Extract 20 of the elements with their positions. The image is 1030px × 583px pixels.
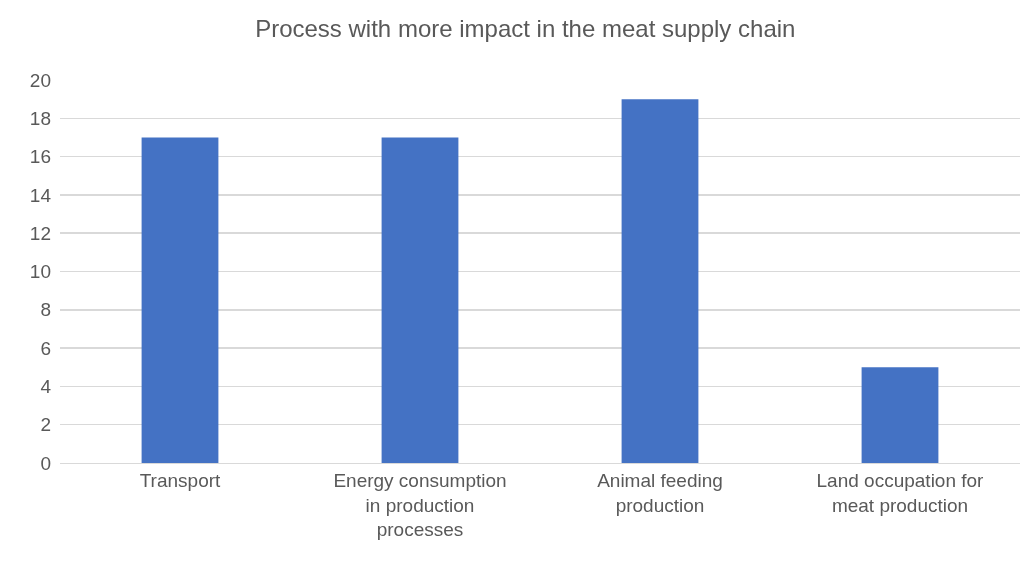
bar (381, 137, 459, 463)
y-tick-label: 20 (29, 69, 51, 91)
y-tick-label: 14 (29, 184, 52, 206)
x-tick-label: Animal feeding production (597, 469, 723, 516)
y-tick-label: 18 (29, 107, 51, 129)
y-tick-label: 0 (40, 452, 51, 474)
y-tick-label: 12 (29, 222, 51, 244)
x-tick-label: Energy consumption in production processes (333, 469, 507, 541)
y-tick-label: 8 (40, 299, 51, 321)
y-tick-label: 16 (29, 146, 51, 168)
bar (141, 137, 219, 463)
bar (861, 367, 939, 463)
y-tick-label: 2 (40, 414, 51, 436)
x-tick-label: Land occupation for meat production (816, 469, 985, 516)
y-tick-label: 6 (40, 337, 51, 359)
bar (621, 99, 699, 463)
chart-title: Process with more impact in the meat supply chain (255, 15, 796, 43)
x-tick-label: Transport (139, 469, 222, 491)
y-tick-label: 4 (40, 376, 52, 398)
y-tick-label: 10 (29, 261, 51, 283)
